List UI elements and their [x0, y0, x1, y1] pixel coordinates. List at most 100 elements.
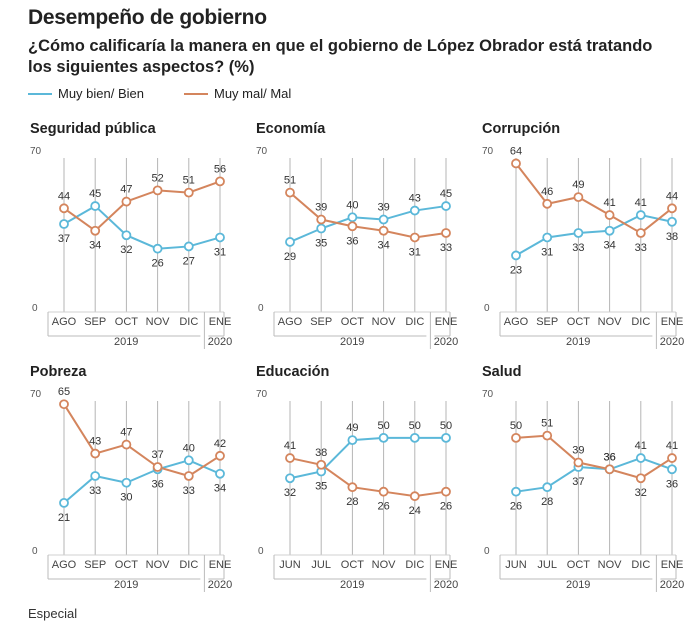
- chart-title: Pobreza: [30, 364, 87, 380]
- data-label-good: 41: [635, 440, 647, 452]
- x-tick-label: NOV: [598, 559, 623, 571]
- data-point-good: [378, 214, 389, 225]
- data-label-good: 35: [315, 238, 327, 250]
- data-point-good: [511, 250, 521, 261]
- data-point-good: [441, 432, 451, 443]
- x-tick-label: DIC: [405, 559, 424, 571]
- x-tick-label: NOV: [372, 316, 397, 328]
- legend: Muy bien/ Bien Muy mal/ Mal: [28, 86, 331, 101]
- data-label-bad: 28: [346, 496, 358, 508]
- chart-title: Corrupción: [482, 121, 560, 137]
- data-label-bad: 34: [89, 240, 101, 252]
- year-label: 2019: [340, 579, 364, 591]
- legend-item-good: Muy bien/ Bien: [28, 86, 144, 101]
- page-subtitle: ¿Cómo calificaría la manera en que el go…: [28, 37, 653, 76]
- source-credit: Especial: [28, 606, 78, 621]
- data-point-bad: [573, 192, 584, 203]
- data-label-bad: 38: [315, 447, 327, 459]
- data-point-bad: [152, 185, 163, 196]
- x-tick-label: DIC: [179, 559, 198, 571]
- data-label-good: 36: [666, 478, 678, 490]
- data-point-bad: [90, 225, 101, 236]
- data-label-bad: 39: [315, 202, 327, 214]
- data-point-bad: [441, 486, 451, 497]
- series-line-bad: [515, 434, 673, 480]
- data-label-bad: 65: [58, 386, 70, 398]
- data-point-bad: [121, 196, 132, 207]
- x-tick-label: NOV: [598, 316, 623, 328]
- series-line-good: [289, 205, 447, 243]
- data-label-bad: 34: [377, 240, 389, 252]
- data-label-bad: 39: [572, 445, 584, 457]
- data-label-bad: 33: [635, 242, 647, 254]
- data-label-good: 26: [510, 501, 522, 513]
- data-point-good: [441, 201, 451, 211]
- x-tick-label: ENE: [661, 316, 684, 328]
- data-point-bad: [215, 176, 225, 187]
- data-label-good: 21: [58, 512, 70, 524]
- series-line-bad: [63, 180, 221, 233]
- series-line-bad: [289, 457, 447, 498]
- data-label-bad: 32: [635, 487, 647, 499]
- x-tick-label: JUN: [505, 559, 526, 571]
- legend-label-good: Muy bien/ Bien: [58, 86, 144, 101]
- series-line-bad: [289, 191, 447, 239]
- data-point-bad: [409, 491, 420, 502]
- data-point-bad: [409, 232, 420, 243]
- data-point-bad: [121, 439, 132, 450]
- data-point-good: [183, 455, 194, 466]
- data-label-bad: 31: [409, 246, 421, 258]
- data-label-bad: 50: [510, 420, 522, 432]
- year-label: 2019: [114, 579, 138, 591]
- x-tick-label: JUL: [311, 559, 331, 571]
- data-point-bad: [667, 203, 677, 214]
- x-tick-label: ENE: [435, 316, 458, 328]
- data-label-good: 37: [58, 233, 70, 245]
- data-point-good: [316, 223, 327, 234]
- data-point-bad: [511, 158, 521, 169]
- data-point-good: [409, 432, 420, 443]
- data-point-good: [667, 464, 677, 475]
- data-label-good: 40: [346, 199, 358, 211]
- data-label-bad: 42: [214, 438, 226, 450]
- data-label-good: 32: [284, 487, 296, 499]
- data-label-good: 36: [603, 451, 615, 463]
- data-point-good: [635, 210, 646, 220]
- series-line-good: [63, 204, 221, 250]
- data-point-bad: [667, 453, 677, 463]
- data-label-good: 33: [89, 485, 101, 497]
- year-label: 2020: [208, 336, 232, 348]
- y-tick-label: 0: [32, 546, 38, 557]
- x-tick-label: ENE: [209, 559, 232, 571]
- legend-item-bad: Muy mal/ Mal: [184, 86, 291, 101]
- data-label-good: 43: [409, 193, 421, 205]
- x-tick-label: NOV: [146, 559, 171, 571]
- data-point-bad: [316, 214, 327, 225]
- x-tick-label: SEP: [84, 316, 106, 328]
- data-point-bad: [542, 430, 553, 441]
- x-tick-label: DIC: [405, 316, 424, 328]
- data-label-good: 50: [409, 420, 421, 432]
- data-point-good: [90, 471, 101, 481]
- data-point-good: [511, 486, 521, 497]
- chart-title: Seguridad pública: [30, 121, 157, 137]
- data-label-bad: 47: [120, 184, 132, 196]
- x-tick-label: SEP: [310, 316, 332, 328]
- data-point-bad: [604, 210, 615, 220]
- x-tick-label: OCT: [115, 316, 139, 328]
- chart-panel-4: Educación 70 0 JUN JUL OCT NOV DIC ENE 2019 2020 32…: [256, 364, 458, 592]
- x-tick-label: OCT: [341, 316, 365, 328]
- year-label: 2020: [208, 579, 232, 591]
- x-tick-label: DIC: [631, 316, 650, 328]
- data-label-bad: 47: [120, 427, 132, 439]
- year-label: 2019: [340, 336, 364, 348]
- data-point-good: [542, 482, 553, 493]
- data-label-good: 50: [377, 420, 389, 432]
- data-label-bad: 36: [346, 235, 358, 247]
- y-tick-label: 70: [30, 146, 42, 157]
- data-point-bad: [542, 198, 553, 209]
- data-point-good: [378, 432, 389, 443]
- chart-panel-2: Corrupción 70 0 AGO SEP OCT NOV DIC ENE 2019 2020 2…: [482, 121, 684, 349]
- data-label-good: 28: [541, 496, 553, 508]
